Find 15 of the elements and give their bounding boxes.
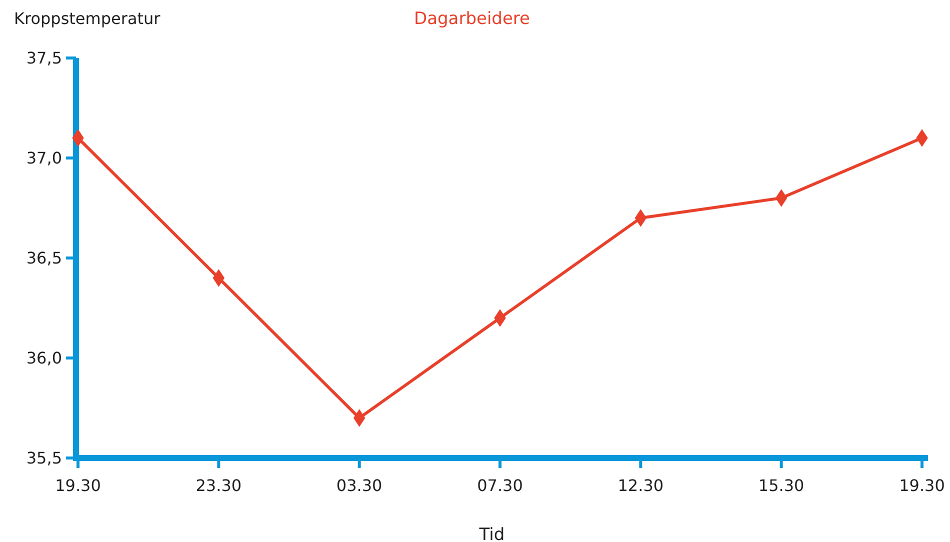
x-axis-title: Tid — [478, 525, 505, 542]
x-tick-label: 15.30 — [758, 476, 804, 495]
y-tick-label: 36,0 — [26, 348, 62, 368]
y-axis-title: Kroppstemperatur — [14, 9, 161, 28]
x-tick-label: 07.30 — [477, 476, 523, 495]
y-tick-label: 36,5 — [26, 248, 62, 268]
y-tick-label: 35,5 — [26, 448, 62, 468]
chart-title: Dagarbeidere — [414, 9, 530, 29]
x-tick-label: 03.30 — [336, 476, 382, 495]
x-tick-label: 23.30 — [196, 476, 242, 495]
x-tick-label: 19.30 — [899, 476, 945, 495]
y-tick-label: 37,0 — [26, 148, 62, 168]
x-tick-label: 12.30 — [618, 476, 664, 495]
y-tick-label: 37,5 — [26, 48, 62, 68]
x-tick-label: 19.30 — [55, 476, 101, 495]
